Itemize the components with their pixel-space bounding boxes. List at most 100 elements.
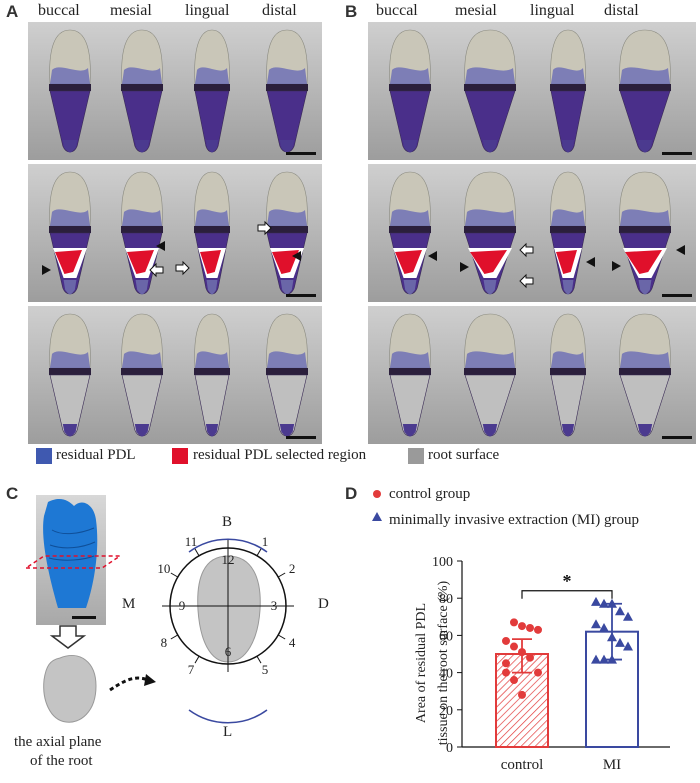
cervical-band [619,84,671,91]
selected-region [127,250,154,274]
cervical-band [464,84,516,91]
data-point-mi [607,598,617,608]
legend-swatch-residual-pdl [36,448,52,464]
data-point-mi [591,619,601,629]
crown-stain [465,209,515,226]
black-arrow-icon [42,265,51,275]
black-arrow-icon [292,251,301,261]
root-apex [205,140,219,153]
legend-swatch-root-surface [408,448,424,464]
cervical-band [550,226,586,233]
cervical-band [194,84,230,91]
cervical-band [464,368,516,375]
data-point-control [502,668,510,677]
crown-stain [122,67,162,84]
col-label-a-lingual: lingual [185,2,230,19]
data-point-control [510,618,518,627]
root-apex [205,424,219,437]
crown-stain [50,209,90,226]
col-label-a-distal: distal [262,2,297,19]
scale-bar [286,436,316,439]
data-point-mi [591,596,601,606]
tooth [49,171,91,295]
crown-stain [390,67,430,84]
clock-label-2: 2 [288,561,296,576]
direction-label-lingual: L [223,724,233,740]
scale-bar [662,436,692,439]
chart-ylabel-line2: tissue on the root surface (%) [436,580,451,746]
crown-stain [465,351,515,368]
x-tick-label-control: control [501,757,544,773]
cervical-band [550,368,586,375]
open-arrow-icon [519,273,534,289]
selected-region [395,250,422,274]
crown-stain [551,67,585,84]
data-point-mi [615,606,625,616]
open-arrow-icon [175,260,190,276]
data-point-control [518,690,526,699]
scale-bar [286,152,316,155]
selected-region [625,250,662,274]
tooth [550,171,586,295]
significance-bracket [521,590,613,599]
col-label-b-distal: distal [604,2,639,19]
down-arrow-icon [49,625,87,649]
tooth [49,29,91,153]
y-tick-label: 20 [439,704,453,719]
root-apex [62,424,78,437]
panel-label-d: D [345,484,358,503]
clock-label-5: 5 [261,662,269,678]
panel-label-a: A [6,2,19,21]
bar-chart: 0 20 40 60 80 100 control MI * [432,555,670,773]
open-arrow-icon [149,262,164,278]
cervical-band [550,84,586,91]
crown-stain [465,67,515,84]
black-arrow-icon [460,262,469,272]
crown-stain [122,351,162,368]
crown-stain [620,209,670,226]
clock-label-8: 8 [160,635,168,650]
blue-tooth-model [43,499,98,608]
data-point-control [502,636,510,645]
crown-stain [620,351,670,368]
y-tick-label: 60 [439,629,453,644]
tooth [121,171,163,295]
y-tick-label: 100 [432,555,453,570]
root-apex [402,140,418,153]
panel-d-legend-markers [372,490,382,521]
root-apex [279,424,295,437]
clock-tick [170,634,179,640]
tooth [389,313,431,437]
clock-tick [277,634,286,640]
crown-stain [195,209,229,226]
clock-tick [256,548,262,557]
teeth-photos [42,29,692,439]
data-point-control [510,642,518,651]
crown-stain [50,67,90,84]
cervical-band [619,226,671,233]
tooth [194,171,230,295]
data-point-control [510,676,518,685]
axial-section-shape [43,655,97,723]
root-apex [206,280,218,295]
root-apex [637,140,653,153]
data-point-mi [607,632,617,642]
legend-label-residual-pdl: residual PDL [56,447,136,463]
crown-stain [551,351,585,368]
tooth [389,171,431,295]
root-apex [402,424,418,437]
clock-label-1: 1 [261,533,269,549]
open-arrow-icon [257,220,272,236]
panel-label-b: B [345,2,358,21]
clock-label-12: 12 [221,552,235,567]
y-tick-label: 80 [439,592,453,607]
tooth [266,171,308,295]
crown-stain [390,351,430,368]
root-apex [403,280,417,295]
col-label-b-mesial: mesial [455,2,497,19]
clock-label-10: 10 [157,561,171,576]
tooth [266,313,308,437]
data-point-mi [607,654,617,664]
cervical-band [266,226,308,233]
tooth [194,29,230,153]
